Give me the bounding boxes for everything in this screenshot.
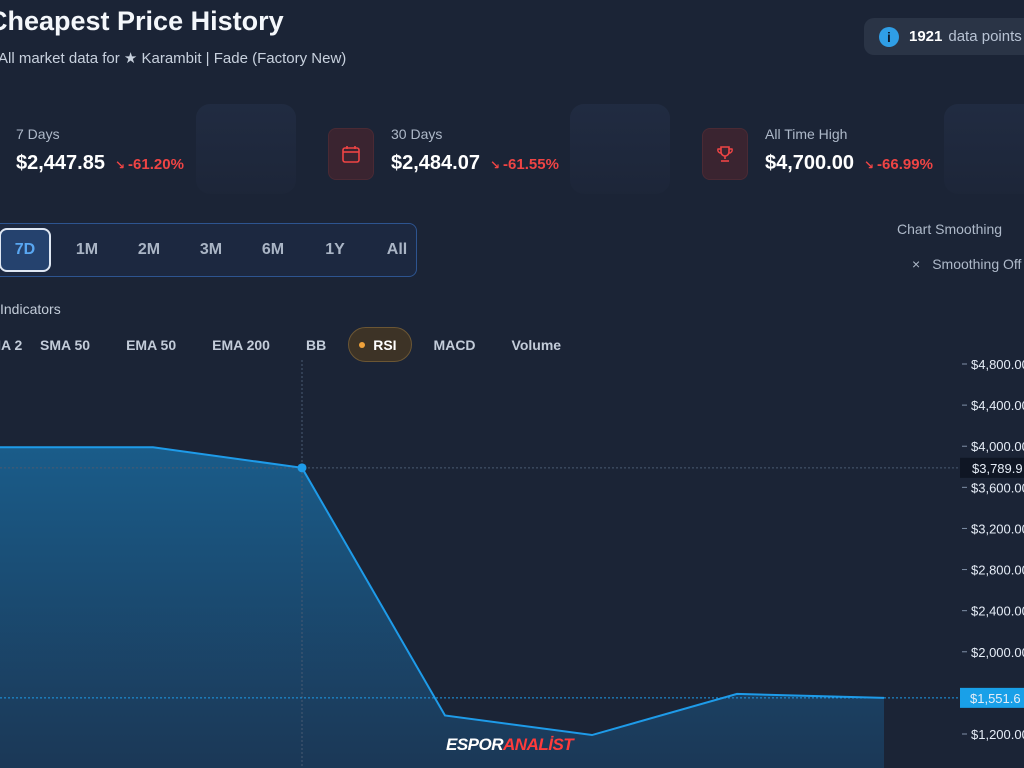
y-tick-label: $3,600.00 [971,480,1024,495]
time-range-selector: 7D 1M 2M 3M 6M 1Y All [0,223,417,277]
indicator-ema-200[interactable]: EMA 200 [212,336,270,353]
range-button-3m[interactable]: 3M [199,241,223,258]
indicator-ema-50[interactable]: EMA 50 [126,336,177,353]
range-button-1y[interactable]: 1Y [325,241,345,258]
trophy-icon [702,128,748,180]
smoothing-label: Chart Smoothing [897,221,1003,237]
active-dot-icon [359,341,366,348]
crosshair-price-label: $3,789.9 [960,457,1024,478]
stat-label: 30 Days [391,126,443,142]
y-tick-label: $3,200.00 [971,521,1024,536]
indicator-macd[interactable]: MACD [433,336,476,353]
range-button-1m[interactable]: 1M [75,241,99,258]
last-price-label-bg [960,687,1024,708]
info-icon: i [879,26,899,47]
y-tick-label: $2,000.00 [971,645,1024,660]
smoothing-toggle[interactable]: × Smoothing Off [912,256,1021,272]
price-point [297,463,307,473]
trend-down-icon: ↘ [489,158,501,172]
indicator-sma-50[interactable]: SMA 50 [40,336,91,353]
stat-card-bg [196,104,296,194]
data-points-badge: i 1921 data points [864,18,1024,55]
last-price-label-text: $1,551.6 [970,691,1021,706]
range-button-7d[interactable]: 7D [0,228,51,272]
y-tick-label: $1,200.00 [971,727,1024,742]
page-subtitle: All market data for ★ Karambit | Fade (F… [0,50,347,67]
stat-card-bg [570,104,670,194]
indicator-toolbar: SMA 20 SMA 50 EMA 50 EMA 200 BB RSI MACD… [0,327,579,362]
smoothing-state-text: Smoothing Off [932,256,1022,272]
y-tick-label: $4,800.00 [971,360,1024,372]
y-tick-label: $2,800.00 [971,563,1024,578]
range-button-all[interactable]: All [386,241,408,258]
price-area [0,447,884,768]
stat-30-days: 30 Days $2,484.07 ↘ -61.55% [391,126,559,175]
price-line [0,446,885,737]
price-chart[interactable]: $4,800.00 $4,400.00 $4,000.00 $3,600.00 $3,2… [0,360,1024,768]
calendar-icon [328,128,374,180]
data-points-text: data points [948,28,1022,45]
stat-card-bg [944,104,1024,194]
range-button-6m[interactable]: 6M [261,241,285,258]
stat-change: ↘ -66.99% [863,156,933,173]
stat-value: $2,484.07 [391,152,480,174]
indicator-sma-20[interactable]: SMA 20 [0,336,22,353]
crosshair-label-bg [960,457,1024,478]
y-tick-label: $2,400.00 [971,604,1024,619]
data-points-count: 1921 [909,28,943,45]
stat-all-time-high: All Time High $4,700.00 ↘ -66.99% [765,126,933,175]
close-icon: × [912,256,921,272]
stat-label: 7 Days [16,126,60,142]
y-tick-label: $4,000.00 [971,439,1024,454]
crosshair-label-text: $3,789.9 [972,461,1023,476]
page-title: Cheapest Price History [0,6,284,36]
trend-down-icon: ↘ [863,158,875,172]
stat-7-days: 7 Days $2,447.85 ↘ -61.20% [16,126,184,175]
last-price-label: $1,551.6 [960,687,1024,708]
y-tick-label: $4,400.00 [971,398,1024,413]
range-button-2m[interactable]: 2M [137,241,161,258]
stat-value: $4,700.00 [765,152,854,174]
indicator-volume[interactable]: Volume [511,336,562,353]
stat-value: $2,447.85 [16,152,105,174]
watermark-logo: ESPORANALİST [446,735,574,754]
stat-change: ↘ -61.55% [489,156,559,173]
indicators-label: Indicators [0,301,61,317]
stat-label: All Time High [765,126,848,142]
indicator-rsi[interactable]: RSI [348,327,412,362]
stat-change: ↘ -61.20% [114,156,184,173]
trend-down-icon: ↘ [114,158,126,172]
indicator-bb[interactable]: BB [305,336,327,353]
